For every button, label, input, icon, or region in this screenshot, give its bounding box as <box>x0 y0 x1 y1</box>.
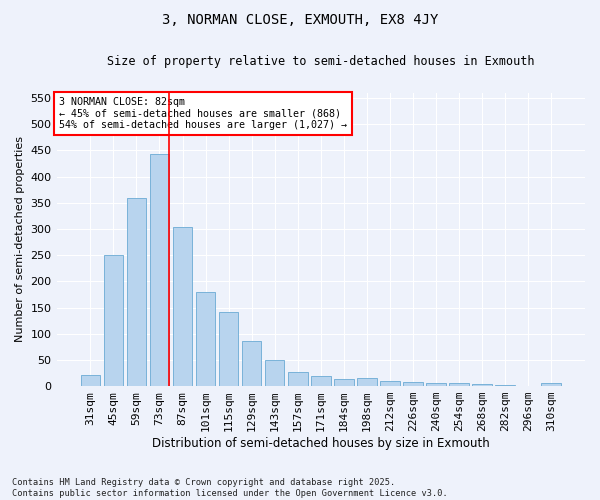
Bar <box>334 379 353 386</box>
Bar <box>403 382 423 386</box>
Bar <box>265 360 284 386</box>
Bar <box>219 312 238 386</box>
Bar <box>496 385 515 386</box>
Text: 3, NORMAN CLOSE, EXMOUTH, EX8 4JY: 3, NORMAN CLOSE, EXMOUTH, EX8 4JY <box>162 12 438 26</box>
X-axis label: Distribution of semi-detached houses by size in Exmouth: Distribution of semi-detached houses by … <box>152 437 490 450</box>
Bar <box>357 378 377 386</box>
Bar <box>380 382 400 386</box>
Bar <box>472 384 492 386</box>
Bar <box>311 376 331 386</box>
Bar <box>541 384 561 386</box>
Text: 3 NORMAN CLOSE: 82sqm
← 45% of semi-detached houses are smaller (868)
54% of sem: 3 NORMAN CLOSE: 82sqm ← 45% of semi-deta… <box>59 97 347 130</box>
Y-axis label: Number of semi-detached properties: Number of semi-detached properties <box>15 136 25 342</box>
Bar <box>196 292 215 386</box>
Bar <box>449 383 469 386</box>
Bar <box>104 255 123 386</box>
Bar <box>127 198 146 386</box>
Bar <box>288 372 308 386</box>
Bar <box>173 228 193 386</box>
Bar <box>149 154 169 386</box>
Bar <box>242 341 262 386</box>
Bar <box>80 374 100 386</box>
Bar <box>426 383 446 386</box>
Text: Contains HM Land Registry data © Crown copyright and database right 2025.
Contai: Contains HM Land Registry data © Crown c… <box>12 478 448 498</box>
Title: Size of property relative to semi-detached houses in Exmouth: Size of property relative to semi-detach… <box>107 55 535 68</box>
